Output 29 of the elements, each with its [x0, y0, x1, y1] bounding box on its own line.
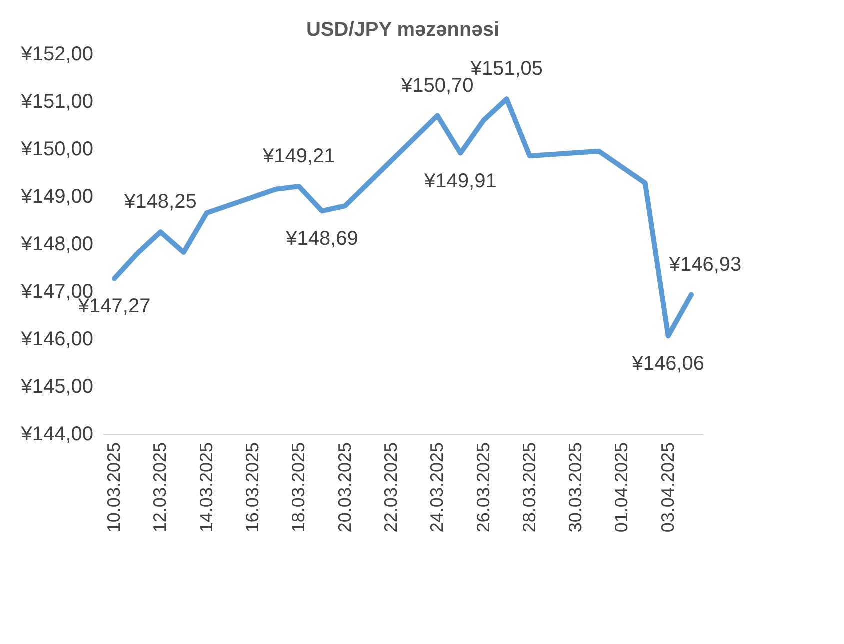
x-tick-label: 24.03.2025: [427, 442, 448, 533]
x-tick-label: 26.03.2025: [473, 442, 494, 533]
data-label: ¥146,06: [631, 353, 705, 376]
data-label: ¥150,70: [400, 74, 474, 97]
y-tick-label: ¥146,00: [20, 328, 94, 350]
data-label: ¥146,93: [668, 254, 742, 276]
y-tick-label: ¥144,00: [20, 424, 94, 446]
x-tick-label: 12.03.2025: [150, 442, 170, 533]
y-tick-label: ¥151,00: [20, 91, 94, 113]
y-tick-label: ¥152,00: [20, 44, 94, 66]
data-label: ¥148,69: [285, 228, 358, 250]
x-tick-label: 18.03.2025: [288, 442, 309, 533]
x-tick-label: 01.04.2025: [612, 442, 632, 533]
x-tick-label: 30.03.2025: [566, 442, 586, 533]
x-tick-label: 20.03.2025: [334, 442, 355, 533]
y-tick-label: ¥148,00: [20, 234, 94, 256]
x-tick-label: 16.03.2025: [242, 442, 262, 533]
data-label: ¥149,91: [424, 170, 497, 192]
x-tick-label: 22.03.2025: [380, 442, 401, 533]
x-tick-label: 10.03.2025: [104, 442, 124, 533]
x-tick-label: 14.03.2025: [196, 442, 216, 533]
data-label: ¥149,21: [262, 146, 336, 168]
y-tick-label: ¥150,00: [20, 138, 94, 160]
x-tick-label: 03.04.2025: [658, 442, 678, 533]
data-label: ¥148,25: [124, 191, 197, 214]
y-tick-label: ¥149,00: [20, 186, 94, 208]
x-tick-label: 28.03.2025: [519, 442, 540, 533]
y-tick-label: ¥145,00: [20, 376, 94, 398]
chart-title: USD/JPY məzənnəsi: [306, 19, 500, 41]
